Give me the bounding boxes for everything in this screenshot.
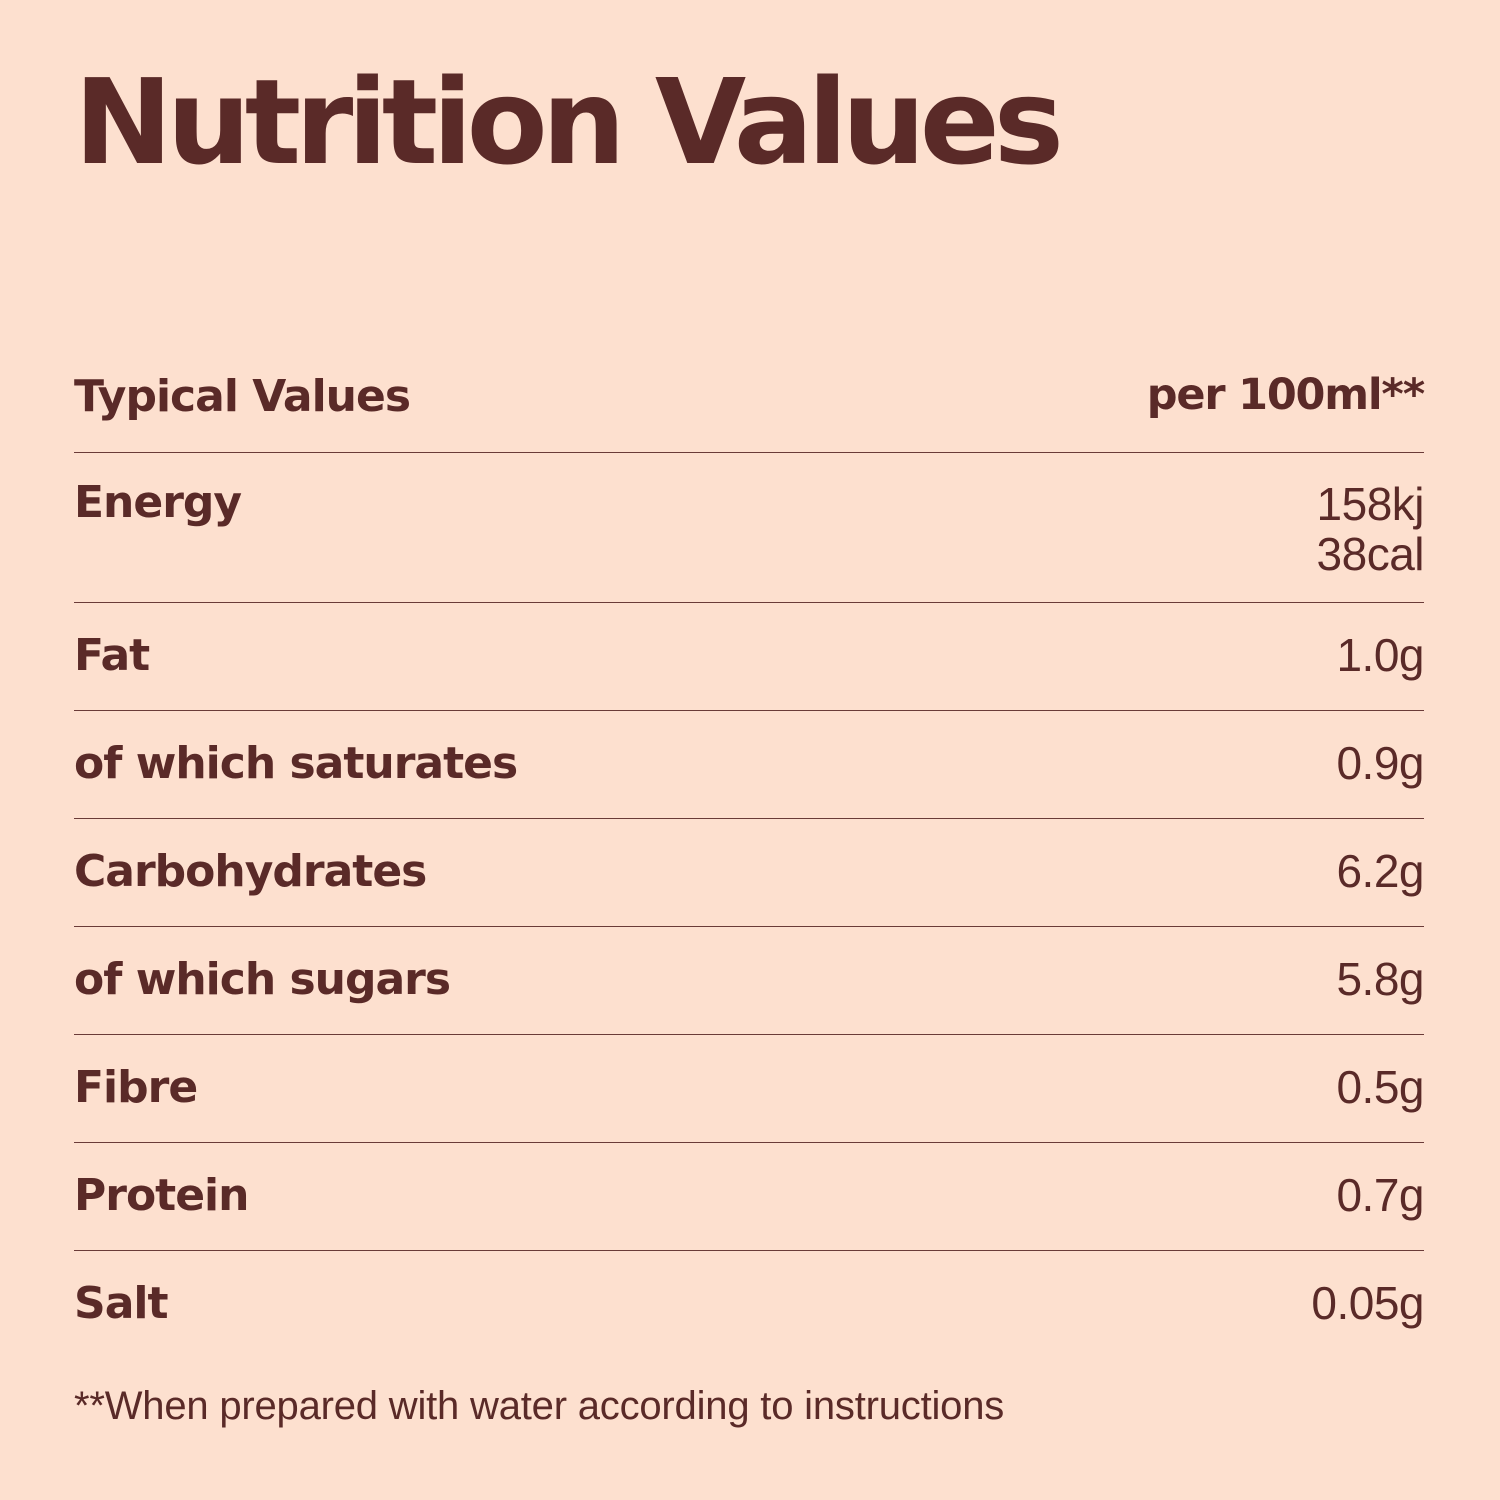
salt-value: 0.05g [1311, 1277, 1424, 1329]
fat-label: Fat [74, 630, 150, 681]
energy-cal-value: 38cal [1316, 527, 1425, 580]
table-row-salt: Salt 0.05g [74, 1251, 1424, 1359]
sugars-label: of which sugars [74, 954, 451, 1005]
protein-label: Protein [74, 1170, 249, 1221]
per-100ml-heading: per 100ml** [1146, 370, 1425, 420]
table-header-row: Typical Values per 100ml** [74, 365, 1425, 453]
fat-value: 1.0g [1336, 629, 1424, 681]
table-row-saturates: of which saturates 0.9g [74, 711, 1424, 819]
saturates-value: 0.9g [1336, 737, 1424, 789]
fibre-label: Fibre [74, 1062, 198, 1113]
energy-values: 158kj 38cal [1316, 478, 1425, 580]
energy-kj-value: 158kj [1316, 478, 1425, 530]
energy-label: Energy [74, 477, 242, 528]
salt-label: Salt [74, 1278, 168, 1329]
protein-value: 0.7g [1336, 1169, 1424, 1221]
table-row-energy: Energy 158kj 38cal [74, 453, 1425, 603]
page-title: Nutrition Values [74, 53, 1064, 191]
table-row-carbohydrates: Carbohydrates 6.2g [74, 819, 1424, 927]
typical-values-heading: Typical Values [74, 371, 411, 422]
carbohydrates-value: 6.2g [1336, 845, 1424, 897]
nutrition-table: Typical Values per 100ml** Energy 158kj … [74, 365, 1425, 1359]
saturates-label: of which saturates [74, 738, 518, 789]
table-row-protein: Protein 0.7g [74, 1143, 1424, 1251]
table-row-sugars: of which sugars 5.8g [74, 927, 1424, 1035]
preparation-footnote: **When prepared with water according to … [74, 1384, 1005, 1428]
carbohydrates-label: Carbohydrates [74, 846, 427, 897]
table-row-fat: Fat 1.0g [74, 603, 1424, 711]
table-row-fibre: Fibre 0.5g [74, 1035, 1424, 1143]
sugars-value: 5.8g [1336, 953, 1424, 1005]
fibre-value: 0.5g [1336, 1061, 1424, 1113]
